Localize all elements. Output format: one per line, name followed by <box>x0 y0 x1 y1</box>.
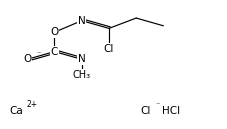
Text: ⁻: ⁻ <box>155 101 160 110</box>
Text: ⁻: ⁻ <box>36 50 40 59</box>
Text: 2+: 2+ <box>26 100 37 109</box>
Text: O: O <box>23 54 31 64</box>
Text: HCl: HCl <box>162 106 180 116</box>
Text: O: O <box>50 27 59 37</box>
Text: CH₃: CH₃ <box>73 70 91 80</box>
Text: Cl: Cl <box>141 106 151 116</box>
Text: N: N <box>78 54 86 64</box>
Text: Ca: Ca <box>9 106 23 116</box>
Text: Cl: Cl <box>104 44 114 54</box>
Text: C: C <box>51 47 58 57</box>
Text: N: N <box>78 16 86 26</box>
